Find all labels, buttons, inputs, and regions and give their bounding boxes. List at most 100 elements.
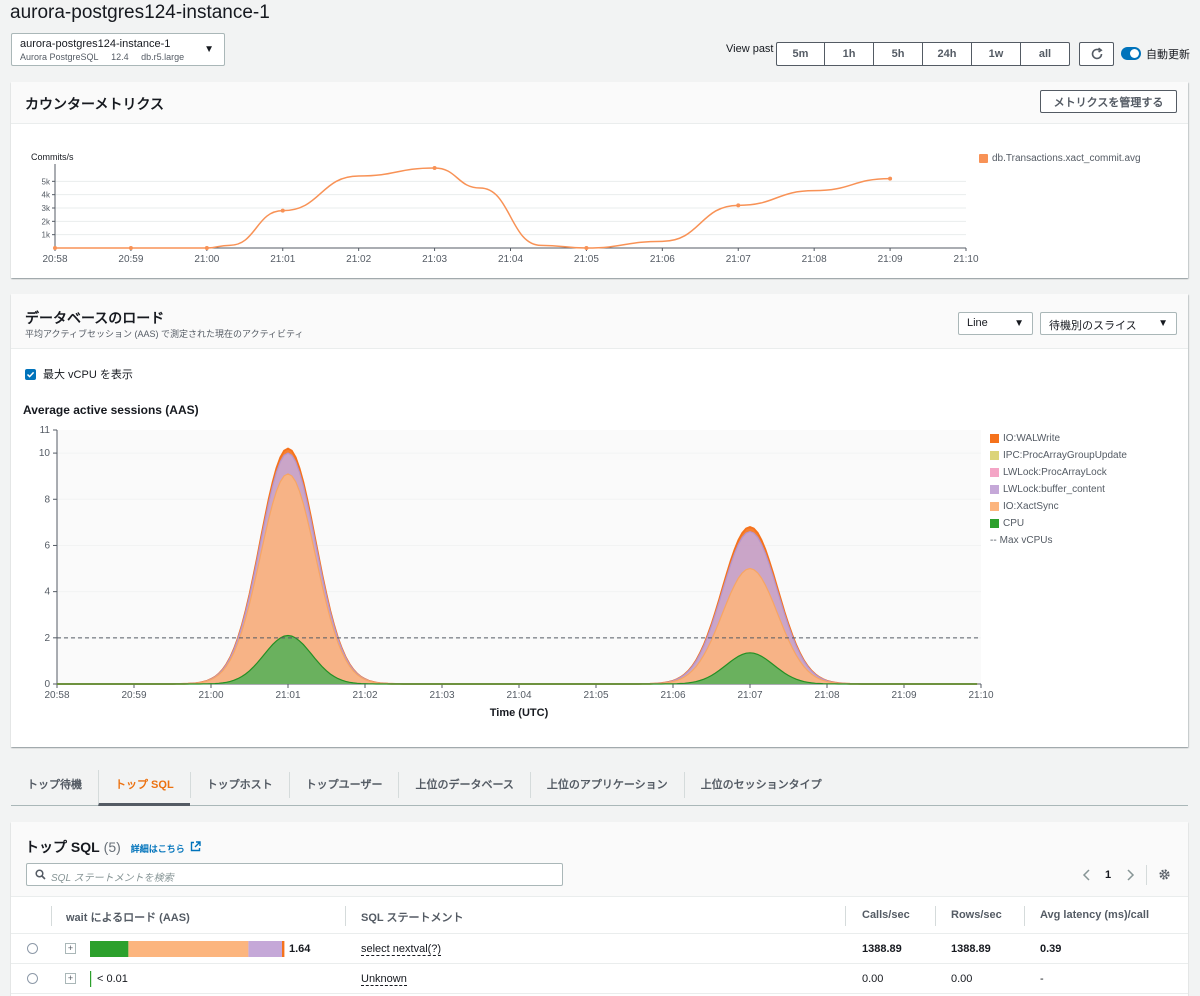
row-rows: 1388.89 <box>951 943 991 955</box>
data-point <box>280 208 285 213</box>
aas-legend-label: LWLock:ProcArrayLock <box>1003 467 1107 478</box>
slice-select[interactable]: 待機別のスライス ▼ <box>1040 312 1177 335</box>
table-row[interactable]: + < 0.01 Unknown 0.00 0.00 - <box>11 964 1188 994</box>
page-number[interactable]: 1 <box>1105 869 1112 881</box>
x-tick-label: 21:07 <box>726 254 751 265</box>
range-5h-button[interactable]: 5h <box>874 42 923 66</box>
row-radio[interactable] <box>27 973 38 984</box>
x-tick-label: 21:10 <box>968 690 993 701</box>
tab-top-hosts[interactable]: トップホスト <box>189 772 289 798</box>
aas-legend-item[interactable]: CPU <box>990 518 1024 529</box>
aas-legend-item[interactable]: IO:XactSync <box>990 501 1059 512</box>
row-load: < 0.01 <box>97 973 128 985</box>
caret-down-icon: ▼ <box>1158 318 1168 329</box>
x-axis-label: Time (UTC) <box>481 277 540 278</box>
db-load-panel: データベースのロード 平均アクティブセッション (AAS) で測定された現在のア… <box>11 294 1188 747</box>
data-point <box>736 203 741 208</box>
instance-version: 12.4 <box>111 52 129 62</box>
data-point <box>432 166 437 170</box>
external-link-icon[interactable] <box>190 841 201 852</box>
auto-refresh-toggle[interactable] <box>1121 47 1141 60</box>
chart-type-select[interactable]: Line ▼ <box>958 312 1033 335</box>
y-tick-label: 3k <box>42 204 51 213</box>
aas-legend-label: CPU <box>1003 518 1025 529</box>
y-axis-label: Commits/s <box>31 152 74 162</box>
view-past-label: View past <box>726 43 774 55</box>
col-rows[interactable]: Rows/sec <box>951 909 1002 921</box>
data-point <box>128 246 133 250</box>
expand-icon[interactable]: + <box>65 973 76 984</box>
time-range-group: 5m 1h 5h 24h 1w all <box>776 42 1070 66</box>
checkbox-checked-icon <box>25 368 36 380</box>
range-all-button[interactable]: all <box>1021 42 1070 66</box>
top-sql-count: (5) <box>103 839 121 855</box>
y-tick-label: 8 <box>44 494 50 505</box>
dashed-line-icon: -- <box>990 535 997 546</box>
x-tick-label: 20:58 <box>42 254 67 265</box>
counter-legend-item: db.Transactions.xact_commit.avg <box>979 153 1141 164</box>
x-tick-label: 21:00 <box>194 254 219 265</box>
y-tick-label: 2 <box>44 633 50 644</box>
row-sql-link[interactable]: Unknown <box>361 973 407 986</box>
row-calls: 1388.89 <box>862 943 902 955</box>
tab-top-applications[interactable]: 上位のアプリケーション <box>529 772 684 798</box>
legend-swatch <box>990 485 999 494</box>
tab-top-users[interactable]: トップユーザー <box>288 772 399 798</box>
aas-legend-label: IO:XactSync <box>1003 501 1059 512</box>
x-tick-label: 21:00 <box>198 690 223 701</box>
tab-top-waits[interactable]: トップ待機 <box>27 779 82 791</box>
col-calls[interactable]: Calls/sec <box>862 909 910 921</box>
tab-top-session-types[interactable]: 上位のセッションタイプ <box>683 772 838 798</box>
plot-background <box>57 430 981 684</box>
y-tick-label: 4 <box>44 587 50 598</box>
sql-search-placeholder: SQL ステートメントを検索 <box>51 873 174 884</box>
col-load[interactable]: wait によるロード (AAS) <box>66 912 190 924</box>
row-radio[interactable] <box>27 943 38 954</box>
top-sql-panel: トップ SQL (5) 詳細はこちら SQL ステートメントを検索 1 wait… <box>11 822 1188 996</box>
x-tick-label: 20:58 <box>44 690 69 701</box>
show-max-vcpu-label: 最大 vCPU を表示 <box>43 369 133 381</box>
y-tick-label: 2k <box>42 217 51 226</box>
sql-search-input[interactable]: SQL ステートメントを検索 <box>26 863 563 886</box>
load-bar-segment <box>248 941 282 957</box>
col-latency[interactable]: Avg latency (ms)/call <box>1040 909 1150 921</box>
range-1h-button[interactable]: 1h <box>825 42 874 66</box>
legend-swatch <box>990 502 999 511</box>
gear-icon[interactable] <box>1158 868 1171 881</box>
tab-top-databases[interactable]: 上位のデータベース <box>398 772 529 798</box>
instance-select[interactable]: aurora-postgres124-instance-1 Aurora Pos… <box>11 33 225 66</box>
auto-refresh-label: 自動更新 <box>1146 49 1190 61</box>
x-tick-label: 21:04 <box>498 254 523 265</box>
range-5m-button[interactable]: 5m <box>776 42 825 66</box>
col-sql[interactable]: SQL ステートメント <box>361 912 464 924</box>
info-link[interactable]: 詳細はこちら <box>130 844 185 854</box>
aas-legend-item[interactable]: IO:WALWrite <box>990 433 1060 444</box>
y-tick-label: 0 <box>44 679 50 690</box>
table-row[interactable]: + 1.64 select nextval(?) 1388.89 1388.89… <box>11 934 1188 964</box>
caret-down-icon: ▼ <box>204 44 214 55</box>
y-tick-label: 6 <box>44 540 50 551</box>
tab-top-sql[interactable]: トップ SQL <box>98 770 190 806</box>
refresh-button[interactable] <box>1079 42 1114 66</box>
range-1w-button[interactable]: 1w <box>972 42 1021 66</box>
chevron-left-icon[interactable] <box>1082 868 1092 882</box>
aas-legend-item[interactable]: IPC:ProcArrayGroupUpdate <box>990 450 1127 461</box>
manage-metrics-button[interactable]: メトリクスを管理する <box>1040 90 1177 113</box>
load-bar-segment <box>128 941 249 957</box>
aas-legend-item[interactable]: LWLock:ProcArrayLock <box>990 467 1107 478</box>
x-tick-label: 20:59 <box>118 254 143 265</box>
top-sql-table-header: wait によるロード (AAS) SQL ステートメント Calls/sec … <box>11 896 1188 934</box>
row-sql-link[interactable]: select nextval(?) <box>361 943 442 956</box>
line-cpu <box>57 634 978 685</box>
range-24h-button[interactable]: 24h <box>923 42 972 66</box>
aas-legend-item[interactable]: LWLock:buffer_content <box>990 484 1105 495</box>
load-bar-segment <box>282 941 285 957</box>
tabs: トップ待機 トップ SQL トップホスト トップユーザー 上位のデータベース 上… <box>11 770 1188 806</box>
legend-swatch <box>990 519 999 528</box>
refresh-icon <box>1091 47 1103 60</box>
chevron-right-icon[interactable] <box>1125 868 1135 882</box>
expand-icon[interactable]: + <box>65 943 76 954</box>
aas-legend-label: Max vCPUs <box>999 535 1053 546</box>
aas-legend-item[interactable]: -- Max vCPUs <box>990 535 1052 546</box>
show-max-vcpu-checkbox[interactable]: 最大 vCPU を表示 <box>25 366 133 382</box>
